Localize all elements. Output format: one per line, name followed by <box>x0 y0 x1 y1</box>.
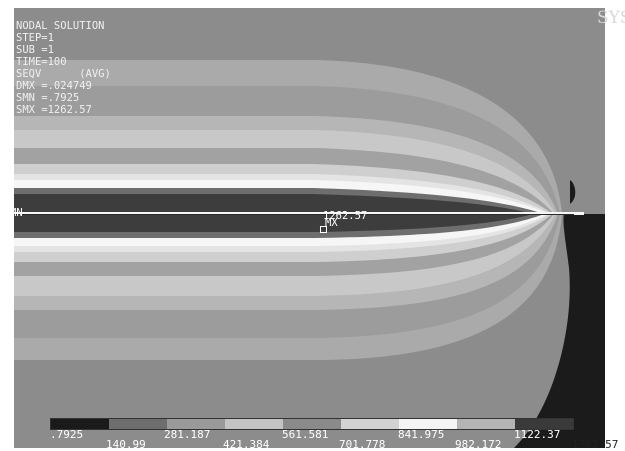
max-node-marker <box>320 226 327 233</box>
crack-line-dark <box>14 214 574 215</box>
max-value-label: 1262.57 <box>323 210 368 222</box>
legend-label-bottom: 421.384 <box>223 438 270 451</box>
info-step: STEP=1 <box>16 32 54 44</box>
legend-label-top: .7925 <box>50 428 84 441</box>
black-region <box>514 214 605 448</box>
stress-contour-plot <box>14 8 605 448</box>
legend-label-top: 281.187 <box>164 428 211 441</box>
legend-swatch <box>51 419 109 429</box>
legend-swatch <box>283 419 341 429</box>
legend-label-bottom: 701.778 <box>339 438 386 451</box>
graphics-viewport[interactable]: NODAL SOLUTION STEP=1 SUB =1 TIME=100 SE… <box>14 8 605 448</box>
legend-color-bar <box>50 418 574 430</box>
legend-swatch <box>457 419 515 429</box>
legend-label-bottom: 1262.57 <box>572 438 619 451</box>
crack-line-white <box>14 212 584 215</box>
legend-swatch <box>515 419 573 429</box>
min-marker-label: MN <box>14 207 23 219</box>
info-seqv: SEQV (AVG) <box>16 68 111 80</box>
legend-label-top: 1122.37 <box>514 428 561 441</box>
info-smn: SMN =.7925 <box>16 92 80 104</box>
legend-label-top: 561.581 <box>282 428 329 441</box>
legend-label-bottom: 140.99 <box>106 438 146 451</box>
max-marker-label: MX <box>325 217 338 229</box>
brand-logo: SYS <box>597 8 625 28</box>
info-time: TIME=100 <box>16 56 67 68</box>
legend-swatch <box>341 419 399 429</box>
info-smx: SMX =1262.57 <box>16 104 92 116</box>
info-dmx: DMX =.024749 <box>16 80 92 92</box>
legend-swatch <box>399 419 457 429</box>
plot-title: NODAL SOLUTION <box>16 20 105 32</box>
legend-swatch <box>167 419 225 429</box>
legend-label-bottom: 982.172 <box>455 438 502 451</box>
legend-swatch <box>225 419 283 429</box>
black-notch <box>570 180 576 204</box>
info-block: NODAL SOLUTION STEP=1 SUB =1 TIME=100 SE… <box>16 20 111 116</box>
legend-label-top: 841.975 <box>398 428 445 441</box>
legend-swatch <box>109 419 167 429</box>
info-sub: SUB =1 <box>16 44 54 56</box>
